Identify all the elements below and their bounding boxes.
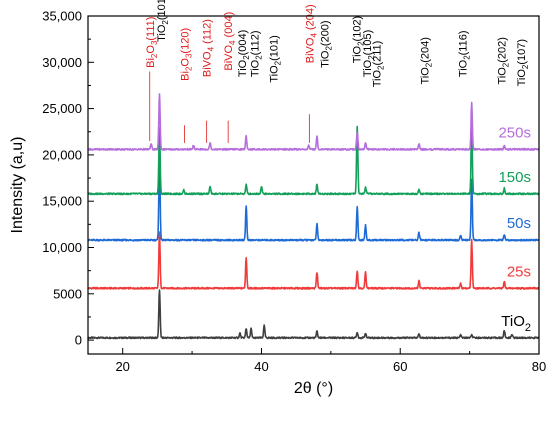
peak-label: Bi2O3(111) [145, 17, 159, 68]
peak-label: TiO2(004) [237, 30, 251, 77]
y-tick-label: 15,000 [42, 194, 82, 209]
series-label: TiO2 [501, 313, 531, 334]
plot-frame [87, 15, 540, 355]
y-tick-label: 10,000 [42, 240, 82, 255]
peak-label: TiO2(211) [372, 41, 386, 88]
peak-label: BiVO4 (004) [223, 12, 237, 71]
series-line [87, 155, 540, 242]
x-tick-label: 60 [393, 359, 407, 374]
series-line [87, 289, 540, 340]
x-tick-label: 20 [115, 359, 129, 374]
y-tick-label: 25,000 [42, 101, 82, 116]
y-tick-label: 0 [75, 333, 82, 348]
peak-label: TiO2(101) [156, 0, 170, 42]
series-label: 250s [498, 124, 531, 141]
peak-label: TiO2(112) [250, 30, 264, 77]
x-axis: 20 40 60 80 [115, 348, 546, 374]
y-axis-title: Intensity (a,u) [9, 137, 26, 234]
peak-label: TiO2(202) [497, 37, 511, 84]
y-tick-label: 35,000 [42, 9, 82, 24]
peak-label: TiO2(105) [362, 30, 376, 77]
series-label: 150s [498, 169, 531, 186]
x-tick-label: 80 [532, 359, 546, 374]
y-axis: 0 5000 10,000 15,000 20,000 25,000 30,000 35,00… [42, 9, 94, 348]
series-group [87, 93, 540, 340]
sample-labels: TiO2 25s 50s 150s 250s [498, 124, 531, 333]
series-line [87, 93, 540, 151]
peak-label: Bi2O3(120) [179, 28, 193, 81]
peak-label: BiVO4 (112) [202, 19, 216, 77]
peak-annotations: Bi2O3(111) TiO2(101)Bi2O3(120)BiVO4 (112)… [145, 0, 530, 143]
series-line [87, 231, 540, 290]
peak-label: TiO2(204) [420, 37, 434, 84]
peak-label: TiO2(102) [352, 16, 366, 63]
peak-label: TiO2(101) [268, 35, 282, 82]
series-label: 50s [507, 215, 531, 232]
y-tick-label: 5000 [53, 286, 82, 301]
peak-label: TiO2(200) [320, 20, 334, 67]
x-tick-label: 40 [254, 359, 268, 374]
peak-label: TiO2(116) [458, 30, 472, 77]
y-tick-label: 30,000 [42, 55, 82, 70]
x-axis-title: 2θ (°) [294, 380, 333, 397]
series-label: 25s [507, 263, 531, 280]
peak-label: BiVO4 (204) [304, 4, 318, 63]
y-tick-label: 20,000 [42, 147, 82, 162]
series-line [87, 123, 540, 196]
peak-label: TiO2(107) [516, 39, 530, 86]
